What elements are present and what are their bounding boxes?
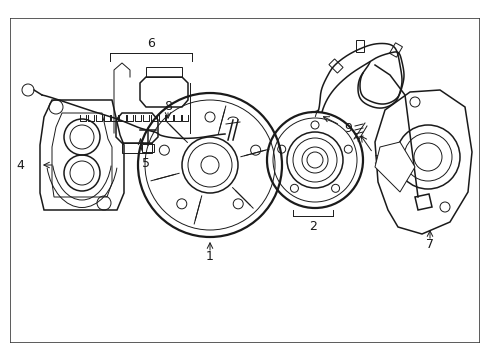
Text: 6: 6 bbox=[147, 36, 155, 50]
Text: 7: 7 bbox=[425, 238, 433, 251]
Text: 9: 9 bbox=[344, 122, 351, 135]
Text: 3: 3 bbox=[372, 153, 380, 166]
Text: 5: 5 bbox=[142, 157, 150, 170]
Text: 4: 4 bbox=[16, 158, 24, 171]
Text: 1: 1 bbox=[205, 251, 214, 264]
Polygon shape bbox=[374, 142, 414, 192]
Text: 8: 8 bbox=[163, 99, 172, 112]
Text: 2: 2 bbox=[308, 220, 316, 233]
